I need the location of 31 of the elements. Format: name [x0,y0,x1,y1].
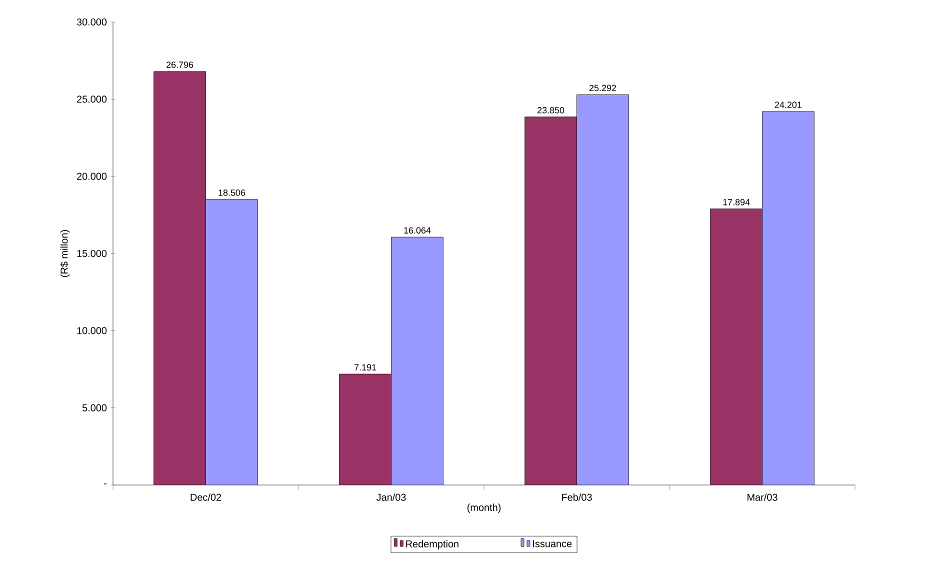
bar [339,374,392,485]
bar [710,208,762,485]
data-label: 26.796 [166,62,194,68]
bar [154,71,206,485]
x-tick-label: Feb/03 [562,494,592,501]
bar [391,237,444,485]
legend-label: Issuance [533,540,572,548]
y-tick-label: 30.000 [76,18,107,26]
data-label: 25.292 [589,84,616,92]
data-label: 23.850 [538,107,564,114]
data-label: 17.894 [723,198,750,206]
x-tick-label: Dec/02 [190,494,222,501]
bar [524,116,577,485]
data-label: 18.506 [218,190,246,196]
bar [206,199,258,485]
bar [762,111,814,485]
y-tick-label: - [104,483,107,484]
x-axis-title: (month) [467,504,501,513]
y-tick-label: 5.000 [82,404,107,412]
x-tick-label: Jan/03 [376,494,406,501]
data-label: 24.201 [774,102,802,108]
y-tick-label: 20.000 [77,172,107,180]
legend-label: Redemption [406,540,458,550]
data-label: 16.064 [404,227,431,234]
data-label: 7.191 [354,364,376,371]
y-tick-label: 25.000 [77,96,107,103]
x-tick-label: Mar/03 [748,494,778,501]
bar [576,94,629,485]
y-axis-title: (R$ millon) [60,230,70,277]
y-tick-label: 10.000 [77,327,107,334]
y-tick-label: 15.000 [77,250,107,258]
